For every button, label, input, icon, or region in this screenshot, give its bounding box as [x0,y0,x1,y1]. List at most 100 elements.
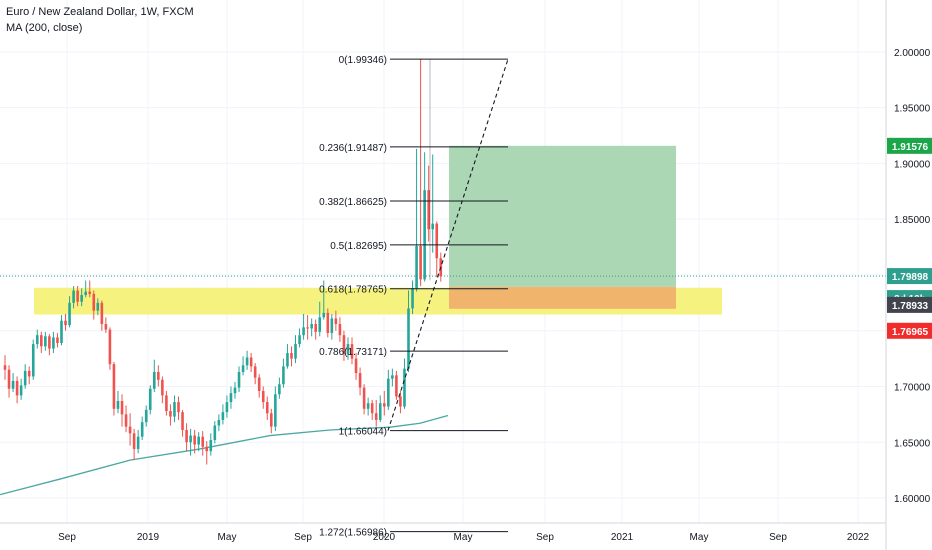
candle-body [140,422,144,437]
price-tag-current [887,268,932,285]
candle-body [19,385,23,396]
candle-body [233,387,237,394]
candle-body [330,318,334,333]
candle-body [290,353,293,359]
price-tick-label: 1.95000 [894,104,931,115]
candle-body [7,369,11,389]
candle-body [306,327,309,329]
candle-body [354,358,358,374]
price-tag-target [887,137,932,154]
candle-body [132,433,136,449]
fib-level-label: 0.786(1.73171) [319,347,387,358]
candle-body [427,190,430,230]
candle-body [84,291,87,296]
candle-body [60,320,63,343]
candle-body [48,336,51,349]
candle-body [189,435,192,443]
trend-line-layer[interactable] [387,58,509,431]
candle-body [120,400,124,415]
profit-zone [449,145,676,287]
candle-body [334,318,338,325]
candle-body [157,371,160,380]
candle-body [326,312,330,333]
candle-body [173,402,176,417]
price-tag-label: 1.91576 [892,142,929,153]
candle-body [92,293,96,311]
candle-body [3,365,7,370]
candle-body [185,429,188,443]
stop-zone [449,286,676,309]
candle-body [209,440,213,452]
candle-body [241,365,245,372]
candle-body [213,425,217,441]
candle-layer [3,59,443,465]
candle-body [362,387,366,409]
candle-body [100,302,104,325]
chart-zones [0,145,886,315]
candle-body [152,371,156,389]
candle-body [342,335,346,355]
candle-body [88,291,92,294]
candle-body [302,327,305,336]
price-tag-label: 1.78933 [892,301,929,312]
candle-body [11,380,15,389]
candle-body [350,344,354,359]
price-tag-entry [887,296,932,313]
candle-body [15,380,19,396]
price-tick-label: 2.00000 [894,48,931,59]
fib-level-label: 1.272(1.56986) [319,528,387,539]
candle-body [374,413,378,420]
price-tick-label: 1.60000 [894,494,931,505]
symbol-title: Euro / New Zealand Dollar, 1W, FXCM [6,6,194,18]
candle-body [387,378,390,407]
candle-body [415,245,418,289]
time-tick-label: Sep [769,532,787,543]
time-tick-label: Sep [58,532,76,543]
fibonacci-retracement[interactable]: 0(1.99346) 0.236(1.91487) 0.382(1.86625) 0.… [319,55,508,539]
candle-body [407,308,410,369]
time-tick-label: May [690,532,709,543]
candle-body [161,379,164,396]
candle-body [245,357,249,366]
candle-body [261,390,265,403]
candle-body [44,336,47,347]
candle-body [294,344,297,359]
candle-body [165,395,168,412]
candle-body [177,402,180,413]
price-tick-label: 1.90000 [894,159,931,170]
candle-body [338,324,342,336]
candle-body [298,335,301,345]
price-tick-label: 1.85000 [894,215,931,226]
price-tag-label: 1.76965 [892,327,929,338]
candle-body [96,302,100,311]
time-tick-label: 2019 [137,532,160,543]
candle-body [144,409,148,423]
candle-body [237,371,241,388]
candle-body [419,245,422,280]
fib-level-label: 0.382(1.86625) [319,197,387,208]
candle-body [35,335,39,345]
candle-body [435,223,439,259]
candle-body [403,368,406,407]
candle-body [108,329,112,365]
candle-body [391,375,394,379]
candle-body [193,435,196,445]
candle-body [411,288,414,309]
candle-body [104,324,108,330]
fib-level-label: 0.5(1.82695) [330,241,387,252]
candle-body [395,375,398,397]
candle-body [31,344,35,377]
candle-body [181,412,184,430]
candle-body [197,436,200,445]
candle-body [221,412,225,420]
indicator-title: MA (200, close) [6,22,83,34]
candle-body [378,403,382,420]
candle-body [229,393,233,403]
candle-body [274,394,277,427]
candle-body [64,320,67,326]
candle-body [370,403,374,414]
time-tick-label: 2022 [847,532,870,543]
candle-body [128,426,132,434]
candle-body [322,312,326,318]
